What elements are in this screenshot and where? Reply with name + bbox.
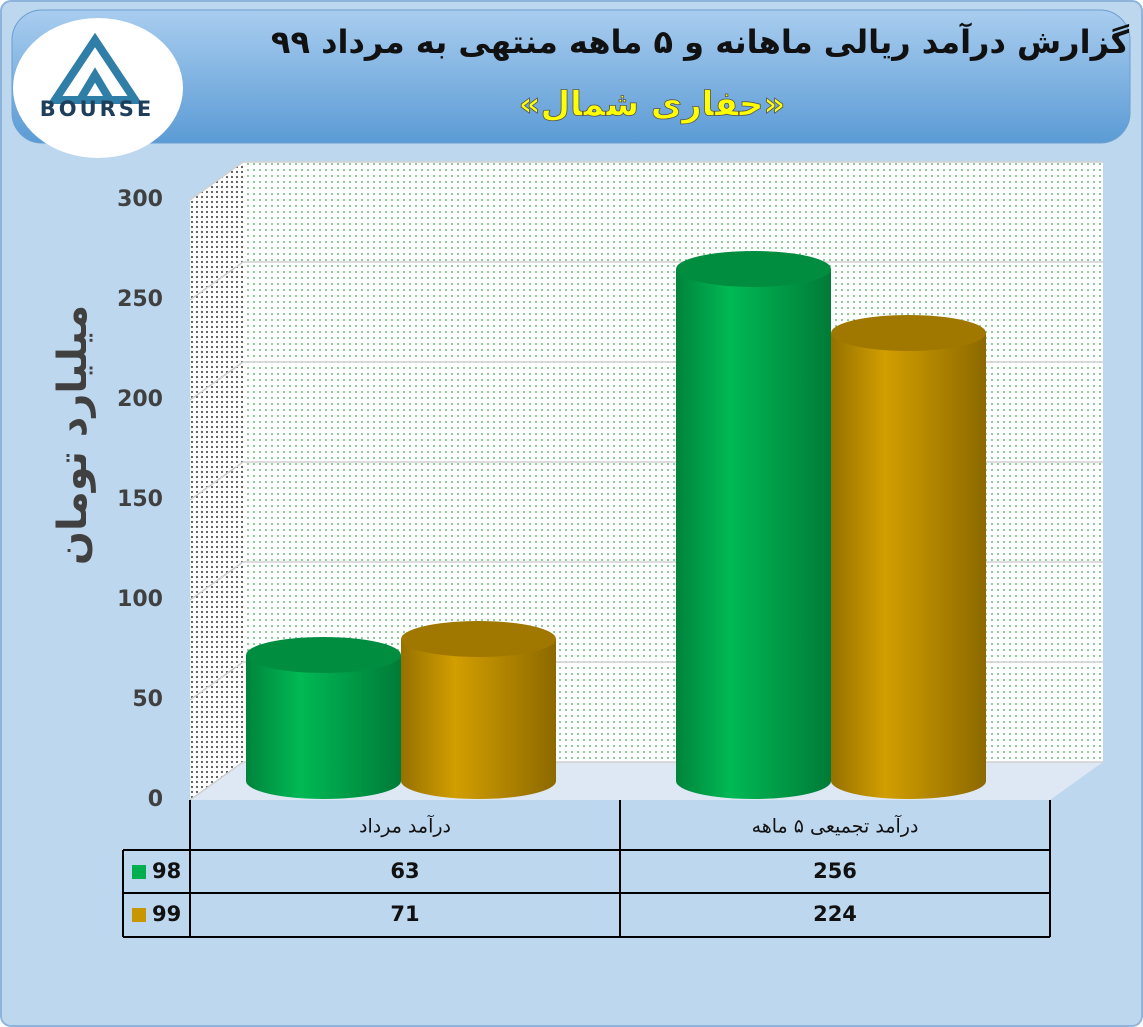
legend-swatch	[132, 865, 146, 879]
title-banner	[11, 9, 1131, 144]
bar-body	[676, 269, 831, 799]
y-tick-label: 300	[117, 187, 163, 212]
bar	[401, 621, 556, 799]
y-tick-label: 250	[117, 287, 163, 312]
data-table	[122, 800, 1051, 938]
grid-line	[189, 761, 244, 801]
y-tick-label: 150	[117, 487, 163, 512]
grid-line	[189, 161, 244, 201]
bar-body	[246, 655, 401, 799]
grid-line	[189, 361, 244, 401]
table-value: 256	[813, 859, 857, 883]
chart-title: گزارش درآمد ریالی ماهانه و ۵ ماهه منتهی …	[271, 22, 1130, 61]
grid-line	[189, 461, 244, 501]
chart-subtitle: «حفاری شمال»	[519, 85, 786, 125]
logo-icon	[47, 32, 143, 104]
grid-line	[189, 261, 244, 301]
y-axis-title: میلیارد تومان	[50, 305, 96, 565]
bar	[676, 251, 831, 799]
legend-label: 98	[152, 859, 181, 883]
x-tick-label: درآمد تجمیعی ۵ ماهه	[752, 814, 919, 838]
grid-line	[189, 661, 244, 701]
legend-swatch	[132, 908, 146, 922]
bar-top	[401, 621, 556, 657]
bar-top	[831, 315, 986, 351]
bar-body	[401, 639, 556, 799]
bar-top	[246, 637, 401, 673]
bar-body	[831, 333, 986, 799]
logo-text: BOURSE	[40, 97, 155, 121]
logo-bg	[13, 18, 183, 158]
bar-top	[676, 251, 831, 287]
table-value: 224	[813, 902, 857, 926]
legend-label: 99	[152, 902, 181, 926]
y-tick-label: 200	[117, 387, 163, 412]
table-value: 71	[390, 902, 419, 926]
bar	[831, 315, 986, 799]
y-tick-label: 50	[132, 687, 163, 712]
x-tick-label: درآمد مرداد	[359, 814, 451, 838]
y-tick-label: 0	[148, 787, 163, 812]
grid-line	[189, 561, 244, 601]
table-value: 63	[390, 859, 419, 883]
bar	[246, 637, 401, 799]
y-tick-label: 100	[117, 587, 163, 612]
